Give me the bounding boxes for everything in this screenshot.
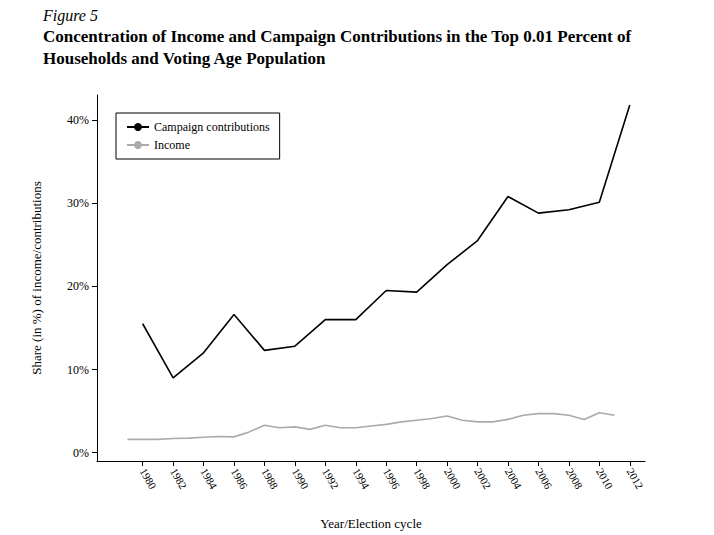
svg-text:2012: 2012: [625, 466, 646, 491]
svg-text:10%: 10%: [67, 363, 89, 377]
svg-text:1982: 1982: [168, 466, 189, 491]
svg-text:2008: 2008: [564, 466, 586, 491]
svg-text:1998: 1998: [411, 466, 433, 491]
svg-text:40%: 40%: [67, 113, 89, 127]
svg-text:Campaign contributions: Campaign contributions: [154, 120, 270, 134]
svg-text:Share (in %) of income/contrib: Share (in %) of income/contributions: [29, 181, 44, 375]
svg-text:1980: 1980: [137, 466, 159, 491]
svg-text:1990: 1990: [290, 466, 312, 491]
svg-text:1986: 1986: [229, 466, 251, 491]
svg-text:Income: Income: [154, 138, 190, 152]
svg-text:2010: 2010: [594, 466, 616, 491]
svg-text:Year/Election cycle: Year/Election cycle: [320, 516, 422, 531]
svg-text:30%: 30%: [67, 196, 89, 210]
svg-text:0%: 0%: [73, 446, 89, 460]
svg-text:20%: 20%: [67, 279, 89, 293]
svg-text:Figure 5: Figure 5: [42, 7, 98, 25]
svg-text:2004: 2004: [503, 466, 525, 491]
svg-text:Households and Voting Age Popu: Households and Voting Age Population: [43, 49, 326, 68]
svg-text:2002: 2002: [472, 466, 493, 491]
svg-text:1996: 1996: [381, 466, 403, 491]
svg-text:1994: 1994: [351, 466, 373, 491]
svg-text:1992: 1992: [320, 466, 341, 491]
svg-text:Concentration of Income and Ca: Concentration of Income and Campaign Con…: [43, 27, 635, 46]
svg-text:1984: 1984: [198, 466, 220, 491]
svg-text:1988: 1988: [259, 466, 281, 491]
svg-text:2000: 2000: [442, 466, 464, 491]
svg-text:2006: 2006: [533, 466, 555, 491]
